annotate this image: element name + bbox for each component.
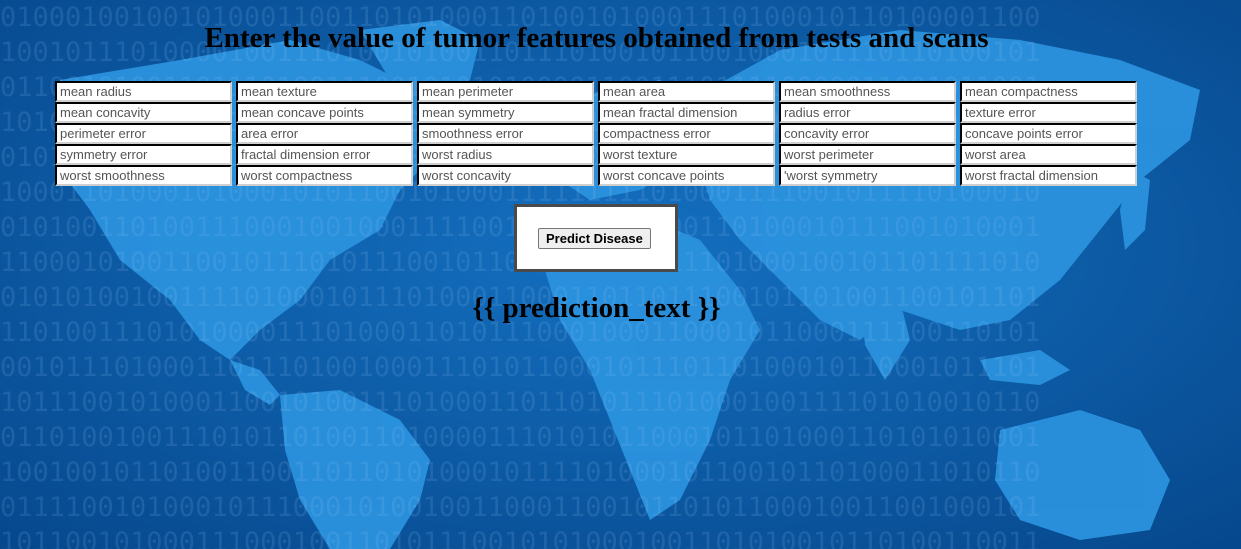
prediction-result-text: {{ prediction_text }} [472,292,721,324]
feature-input[interactable] [417,102,594,123]
page-title: Enter the value of tumor features obtain… [204,22,989,54]
feature-input[interactable] [417,165,594,186]
feature-input[interactable] [779,123,956,144]
predict-button-container: Predict Disease [514,204,678,272]
feature-input[interactable] [417,123,594,144]
feature-input[interactable] [55,123,232,144]
feature-input[interactable] [417,144,594,165]
feature-input[interactable] [960,81,1137,102]
feature-input[interactable] [55,165,232,186]
feature-input[interactable] [417,81,594,102]
feature-inputs-grid [55,81,1137,186]
feature-input[interactable] [598,102,775,123]
feature-input[interactable] [960,102,1137,123]
feature-input[interactable] [598,144,775,165]
feature-input[interactable] [779,165,956,186]
feature-input[interactable] [236,102,413,123]
feature-input[interactable] [236,144,413,165]
feature-input[interactable] [960,123,1137,144]
predict-disease-button[interactable]: Predict Disease [538,228,651,249]
feature-input[interactable] [960,144,1137,165]
feature-input[interactable] [598,165,775,186]
feature-input[interactable] [598,81,775,102]
feature-input[interactable] [55,102,232,123]
feature-input[interactable] [236,165,413,186]
feature-input[interactable] [236,123,413,144]
feature-input[interactable] [236,81,413,102]
feature-input[interactable] [779,144,956,165]
feature-input[interactable] [55,81,232,102]
feature-input[interactable] [960,165,1137,186]
feature-input[interactable] [779,81,956,102]
feature-input[interactable] [55,144,232,165]
feature-input[interactable] [779,102,956,123]
feature-input[interactable] [598,123,775,144]
